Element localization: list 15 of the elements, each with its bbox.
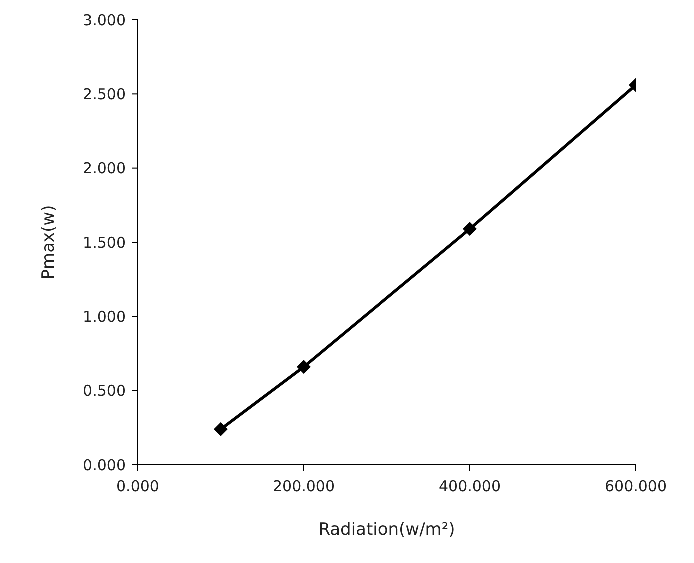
x-tick-label: 600.000 — [604, 478, 668, 496]
y-tick-label: 2.000 — [83, 160, 126, 178]
point — [214, 422, 228, 436]
x-tick-label: 200.000 — [272, 478, 336, 496]
x-tick-label: 0.000 — [116, 478, 160, 496]
x-tick-label: 400.000 — [438, 478, 502, 496]
x-axis-title: Radiation(w/m²) — [318, 520, 456, 540]
y-axis-title: Pmax(w) — [39, 205, 60, 280]
y-tick-label: 3.000 — [83, 11, 126, 30]
y-tick-label: 2.500 — [83, 85, 126, 104]
y-tick-label: 1.500 — [83, 234, 126, 252]
y-tick-label: 0.000 — [83, 456, 126, 474]
y-tick-label: 0.500 — [83, 382, 126, 400]
y-tick-label: 1.000 — [83, 308, 126, 326]
point — [297, 360, 311, 374]
